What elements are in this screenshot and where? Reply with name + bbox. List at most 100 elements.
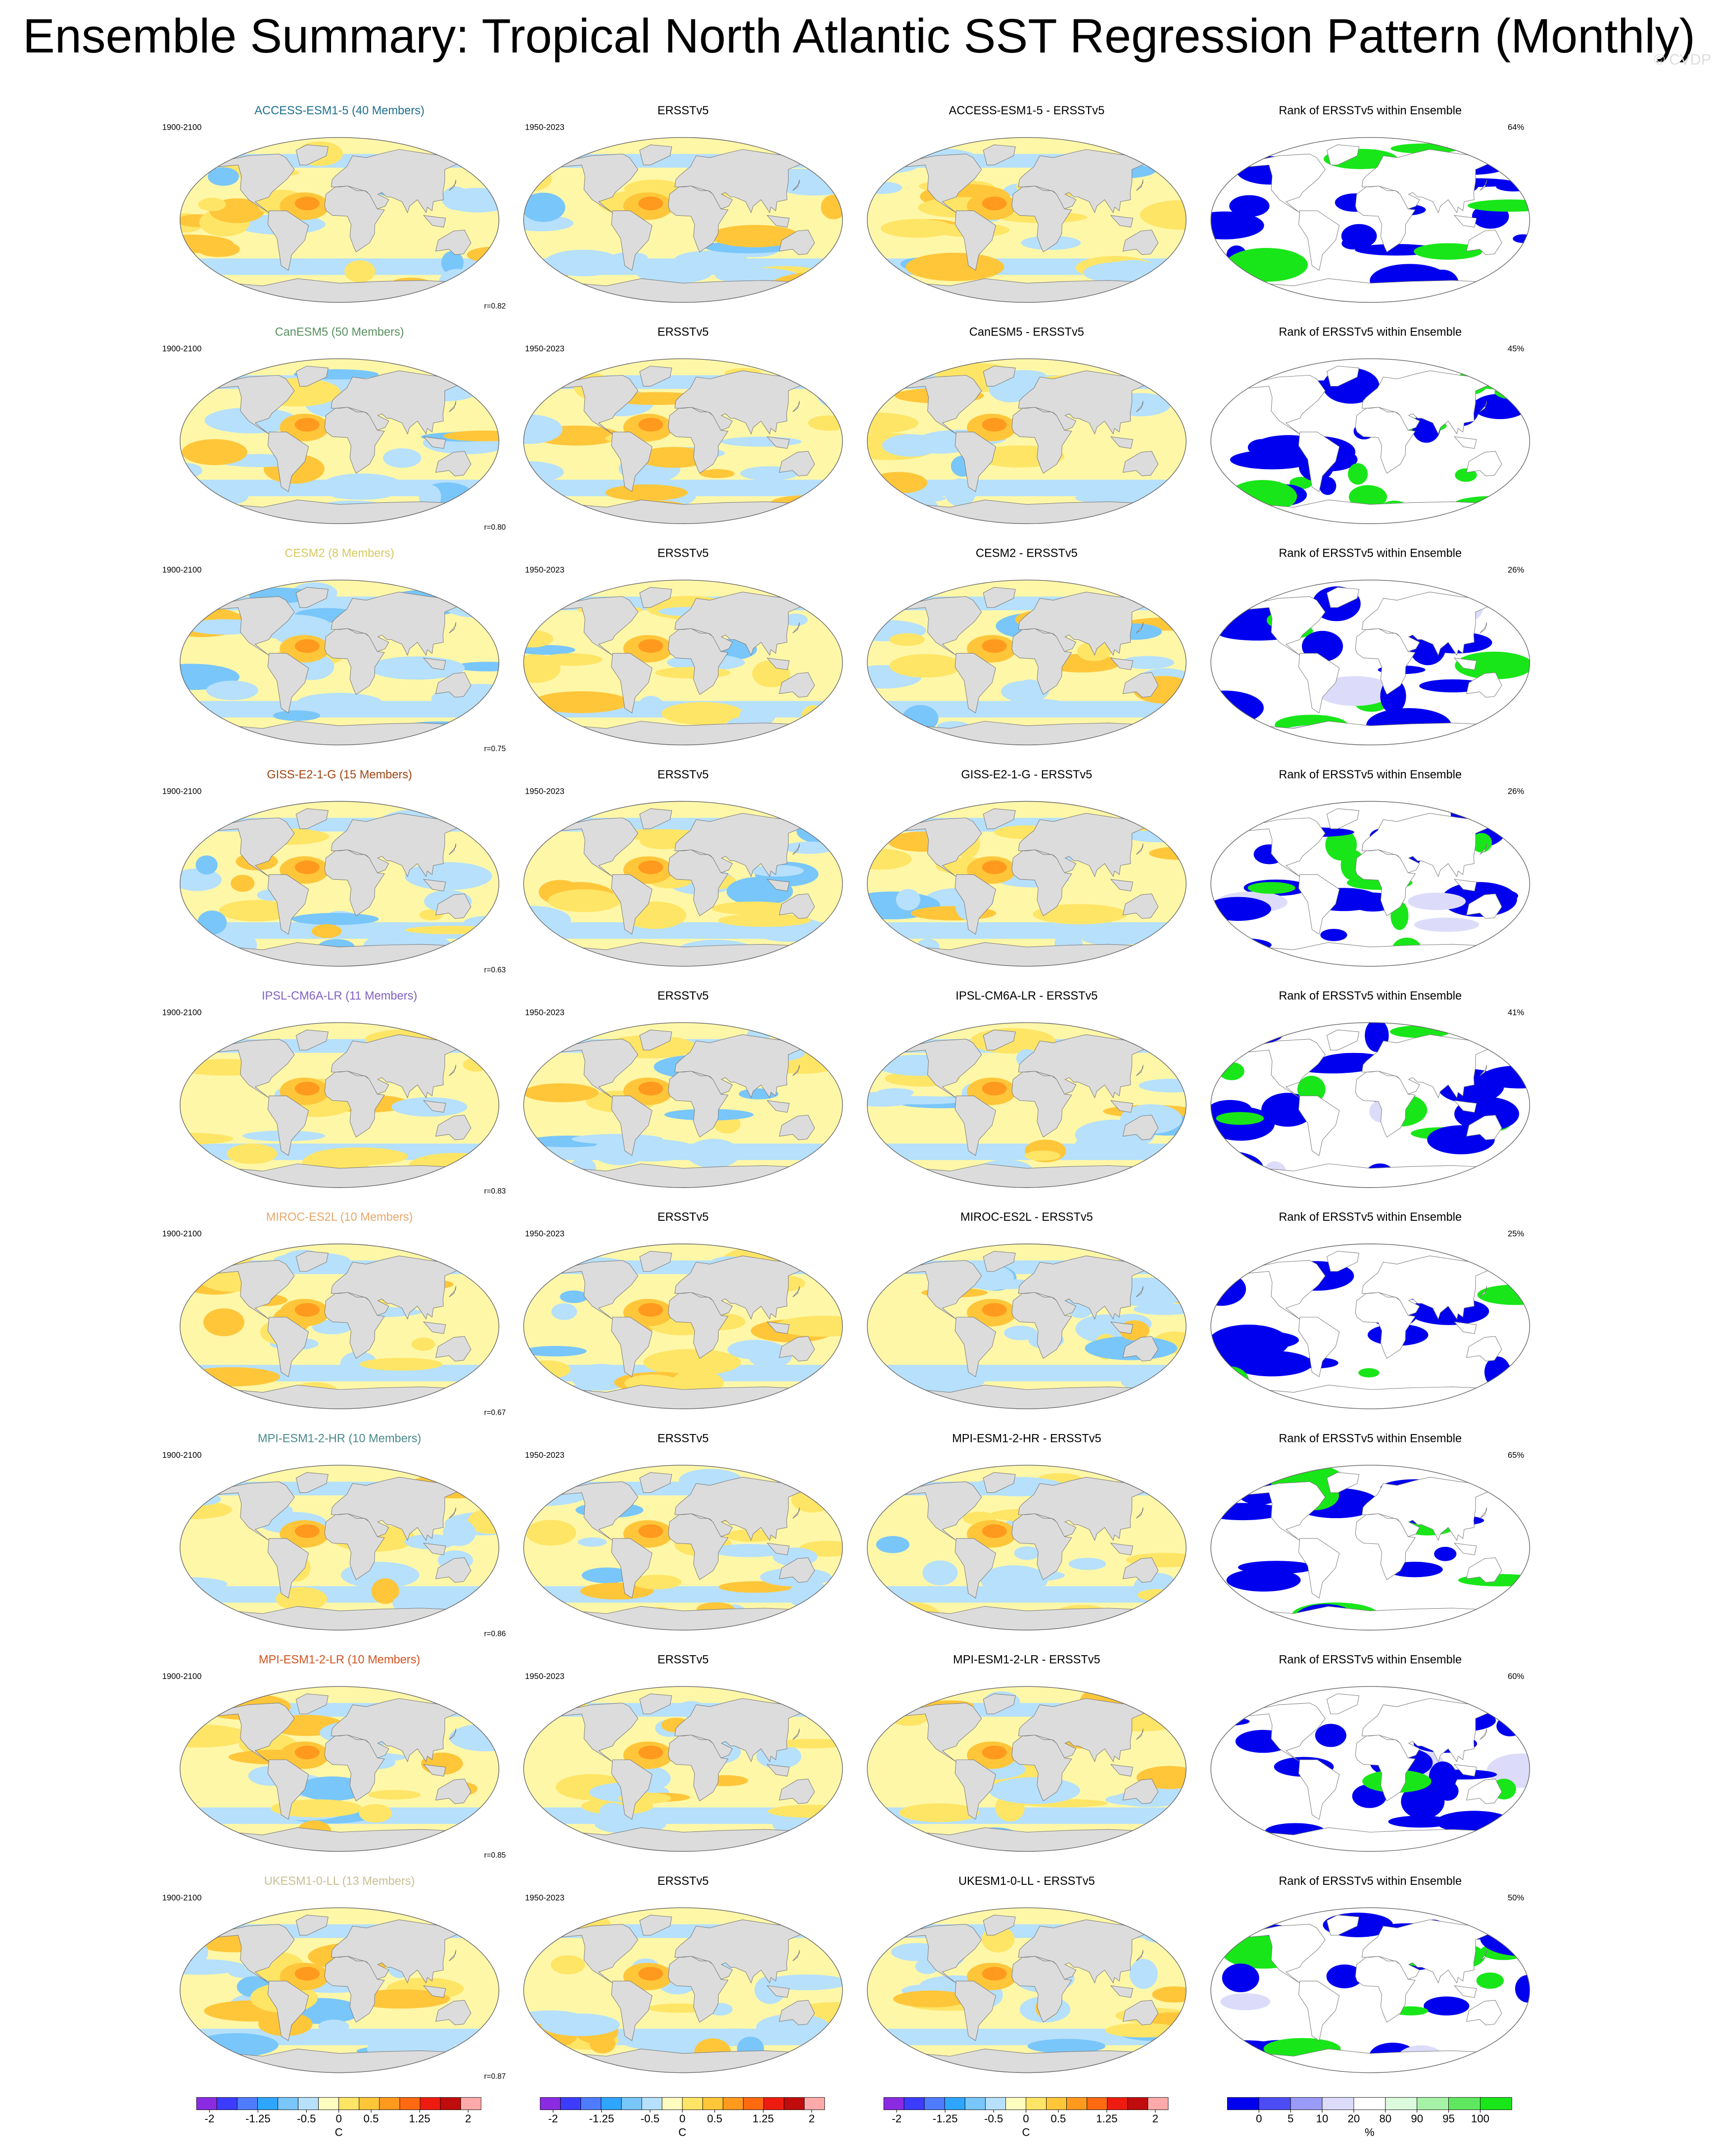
sst-blob <box>359 1357 443 1371</box>
rank-blob <box>1499 155 1530 175</box>
map-outline <box>866 1244 1187 1409</box>
map-field <box>867 1244 1187 1409</box>
atlantic-core <box>294 639 320 653</box>
map-outline <box>1210 801 1530 967</box>
sst-blob <box>1145 1476 1187 1496</box>
period: 1900-2100 <box>162 1893 202 1902</box>
rank-blob <box>1211 1391 1235 1407</box>
rank-blob <box>1211 1272 1246 1306</box>
sst-map <box>523 358 843 524</box>
rank-blob <box>1225 248 1308 282</box>
sst-blob <box>206 680 259 700</box>
colorbar-label: -1.25 <box>245 2112 271 2125</box>
rank-colorbar-label: 100 <box>1471 2112 1489 2125</box>
land <box>1248 808 1502 966</box>
sst-blob <box>310 1147 408 1166</box>
rank-map <box>1210 579 1530 746</box>
sst-blob <box>783 1822 821 1852</box>
colorbar-box <box>580 2097 602 2110</box>
sst-blob <box>1109 923 1178 936</box>
map-outline <box>1210 1244 1530 1409</box>
rank-blob <box>1220 1993 1271 2011</box>
sst-blob <box>577 1537 607 1547</box>
sst-blob <box>867 1917 937 1926</box>
colorbar-label: 0 <box>679 2112 685 2125</box>
land <box>561 1693 815 1852</box>
sst-blob <box>231 874 255 892</box>
atlantic-core <box>638 196 664 211</box>
sst-blob <box>468 1508 499 1534</box>
sst-blob <box>1110 260 1154 274</box>
diff-title: MPI-ESM1-2-LR - ERSSTv5 <box>953 1654 1100 1667</box>
sst-map <box>180 1465 499 1630</box>
sst-blob <box>183 1367 281 1387</box>
rank-blob <box>1497 1163 1528 1188</box>
colorbar-box <box>1026 2097 1047 2110</box>
sst-blob <box>322 473 402 496</box>
sst-blob <box>889 633 925 646</box>
atlantic-core <box>638 1524 664 1538</box>
model-title: MIROC-ES2L (10 Members) <box>266 1211 413 1224</box>
atlantic-core <box>982 860 1007 874</box>
sst-blob <box>867 492 939 523</box>
atlantic-core <box>982 418 1007 432</box>
colorbar-box <box>1005 2097 1026 2110</box>
rank-percent: 26% <box>1508 786 1525 796</box>
pattern-correlation: r=0.67 <box>484 1408 506 1417</box>
sst-blob <box>879 1602 941 1630</box>
rank-title: Rank of ERSSTv5 within Ensemble <box>1279 1654 1462 1667</box>
colorbar-box <box>804 2097 825 2110</box>
map-outline <box>523 1244 843 1409</box>
rank-blob <box>1320 929 1347 941</box>
land <box>1248 1915 1502 2073</box>
map-outline <box>866 579 1187 746</box>
diff-title: GISS-E2-1-G - ERSSTv5 <box>961 768 1092 781</box>
sst-blob <box>524 1250 575 1268</box>
sst-map <box>180 1022 499 1188</box>
sst-blob <box>1001 680 1049 703</box>
sst-map <box>523 1686 843 1852</box>
colorbar-box <box>379 2097 400 2110</box>
map-field <box>1211 1022 1530 1188</box>
sst-blob <box>443 431 499 441</box>
sst-blob <box>1140 200 1187 230</box>
rank-percent: 65% <box>1508 1450 1525 1460</box>
colorbar-label: -2 <box>548 2112 558 2125</box>
rank-blob <box>1495 1151 1525 1182</box>
colorbar-label: -2 <box>204 2112 214 2125</box>
map-outline <box>523 1907 843 2073</box>
colorbar-label: 0 <box>1023 2112 1029 2125</box>
colorbar-label: 2 <box>809 2112 814 2125</box>
sst-blob <box>227 1144 278 1164</box>
sst-blob <box>359 1804 392 1823</box>
sst-blob <box>215 930 257 960</box>
rank-colorbar-label: 10 <box>1316 2112 1329 2125</box>
rank-title: Rank of ERSSTv5 within Ensemble <box>1279 768 1462 781</box>
sst-blob <box>649 1811 718 1821</box>
sst-blob <box>463 1057 489 1072</box>
map-field <box>180 801 499 966</box>
rank-blob <box>1494 384 1530 400</box>
colorbar-box <box>399 2097 421 2110</box>
atlantic-core <box>294 1081 320 1096</box>
map-outline <box>180 1244 499 1409</box>
colorbar-box <box>641 2097 663 2110</box>
rank-title: Rank of ERSSTv5 within Ensemble <box>1279 1432 1462 1445</box>
model-title: GISS-E2-1-G (15 Members) <box>267 768 412 781</box>
colorbar-box <box>1127 2097 1148 2110</box>
sst-blob <box>371 1578 399 1604</box>
sst-blob <box>889 654 962 678</box>
rank-percent: 60% <box>1508 1672 1525 1681</box>
sst-blob <box>311 924 342 938</box>
map-field <box>1211 1908 1530 2073</box>
land <box>217 1472 472 1630</box>
sst-blob <box>877 1088 914 1097</box>
rank-blob <box>1513 234 1530 243</box>
sst-blob <box>469 1038 499 1064</box>
colorbar-label: 0.5 <box>1050 2112 1066 2125</box>
sst-blob <box>195 855 218 875</box>
sst-map <box>180 1686 499 1852</box>
map-outline <box>1210 1686 1530 1852</box>
sst-blob <box>1152 1986 1187 2003</box>
sst-map <box>523 137 843 303</box>
